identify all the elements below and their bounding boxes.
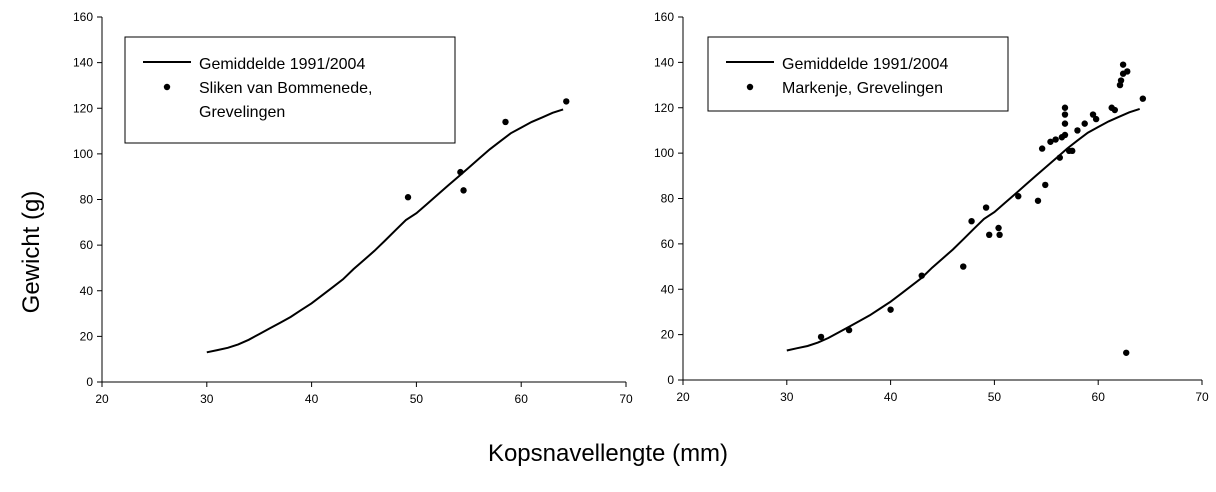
plot-left: 20 30 40 50 60 70020406080100120140160Gemidde… — [73, 10, 633, 406]
series-line-mean — [786, 107, 1141, 352]
y-tick-label: 80 — [661, 192, 675, 206]
y-tick-label: 0 — [86, 375, 93, 389]
data-point — [502, 118, 509, 126]
data-point — [1056, 154, 1063, 161]
y-tick-label: 100 — [73, 147, 93, 161]
data-point — [817, 333, 825, 341]
data-point — [1081, 120, 1088, 127]
y-tick-label: 160 — [73, 10, 93, 24]
legend-box — [124, 36, 456, 144]
y-tick-label: 20 — [80, 329, 94, 343]
data-point — [1092, 115, 1100, 123]
data-point — [1038, 145, 1046, 152]
x-tick-label: 50 — [410, 392, 424, 406]
x-tick-label: 30 — [200, 392, 214, 406]
data-point — [1074, 127, 1081, 134]
legend-entry: Sliken van Bommenede, — [199, 80, 372, 97]
y-tick-label: 60 — [80, 238, 94, 252]
data-point — [460, 187, 467, 194]
y-tick-label: 40 — [661, 282, 675, 296]
y-tick-label: 20 — [661, 328, 675, 342]
data-point — [986, 231, 993, 238]
data-point — [918, 272, 925, 279]
data-point — [887, 306, 894, 313]
y-tick-label: 160 — [654, 10, 674, 24]
series-line-mean — [206, 108, 564, 354]
y-tick-label: 140 — [654, 55, 674, 69]
data-point — [1052, 136, 1059, 143]
y-tick-label: 120 — [654, 101, 674, 115]
x-tick-label: 20 — [676, 390, 690, 404]
data-point — [1124, 68, 1131, 75]
legend-box — [707, 36, 1009, 112]
data-point — [1117, 77, 1125, 84]
y-tick-label: 120 — [73, 101, 93, 115]
y-tick-label: 140 — [73, 56, 93, 70]
x-tick-label: 60 — [515, 392, 529, 406]
y-tick-label: 80 — [80, 193, 94, 207]
x-tick-label: 40 — [305, 392, 319, 406]
data-point — [845, 326, 853, 334]
legend-entry: Grevelingen — [199, 104, 285, 121]
data-point — [563, 98, 570, 105]
x-tick-label: 30 — [780, 390, 794, 404]
data-point — [968, 217, 975, 225]
y-tick-label: 0 — [667, 373, 674, 387]
legend-point-swatch — [163, 83, 171, 91]
y-tick-label: 40 — [80, 284, 94, 298]
x-tick-label: 70 — [1195, 390, 1209, 404]
data-point — [1139, 95, 1147, 102]
data-point — [1089, 111, 1097, 118]
x-tick-label: 40 — [884, 390, 898, 404]
x-tick-label: 50 — [988, 390, 1002, 404]
x-tick-label: 20 — [95, 392, 109, 406]
legend-entry: Markenje, Grevelingen — [782, 80, 943, 97]
data-point — [1069, 147, 1076, 155]
y-tick-label: 100 — [654, 146, 674, 160]
y-tick-label: 60 — [661, 237, 675, 251]
legend-point-swatch — [746, 83, 754, 91]
data-point — [1123, 349, 1130, 356]
x-axis-label: Kopsnavellengte (mm) — [487, 440, 729, 467]
x-tick-label: 70 — [619, 392, 633, 406]
legend-entry: Gemiddelde 1991/2004 — [199, 56, 365, 73]
data-point — [960, 263, 967, 270]
data-point — [1042, 181, 1049, 189]
data-point — [1061, 120, 1069, 127]
data-point — [1119, 61, 1127, 68]
plot-right: 20 30 40 50 60 70020406080100120140160Gemidde… — [654, 10, 1209, 404]
x-tick-label: 60 — [1092, 390, 1106, 404]
data-point — [1061, 111, 1069, 118]
y-axis-label: Gewicht (g) — [12, 191, 52, 314]
data-point — [1061, 104, 1069, 111]
data-point — [995, 224, 1002, 232]
data-point — [1047, 138, 1054, 145]
data-point — [1015, 193, 1022, 200]
data-point — [457, 168, 464, 176]
data-point — [1034, 197, 1042, 204]
data-point — [404, 194, 412, 201]
data-point — [996, 231, 1003, 238]
data-point — [1111, 106, 1119, 114]
legend-entry: Gemiddelde 1991/2004 — [782, 56, 948, 73]
y-axis-label-text: Gewicht (g) — [18, 190, 45, 314]
data-point — [1061, 131, 1069, 139]
data-point — [982, 204, 990, 211]
